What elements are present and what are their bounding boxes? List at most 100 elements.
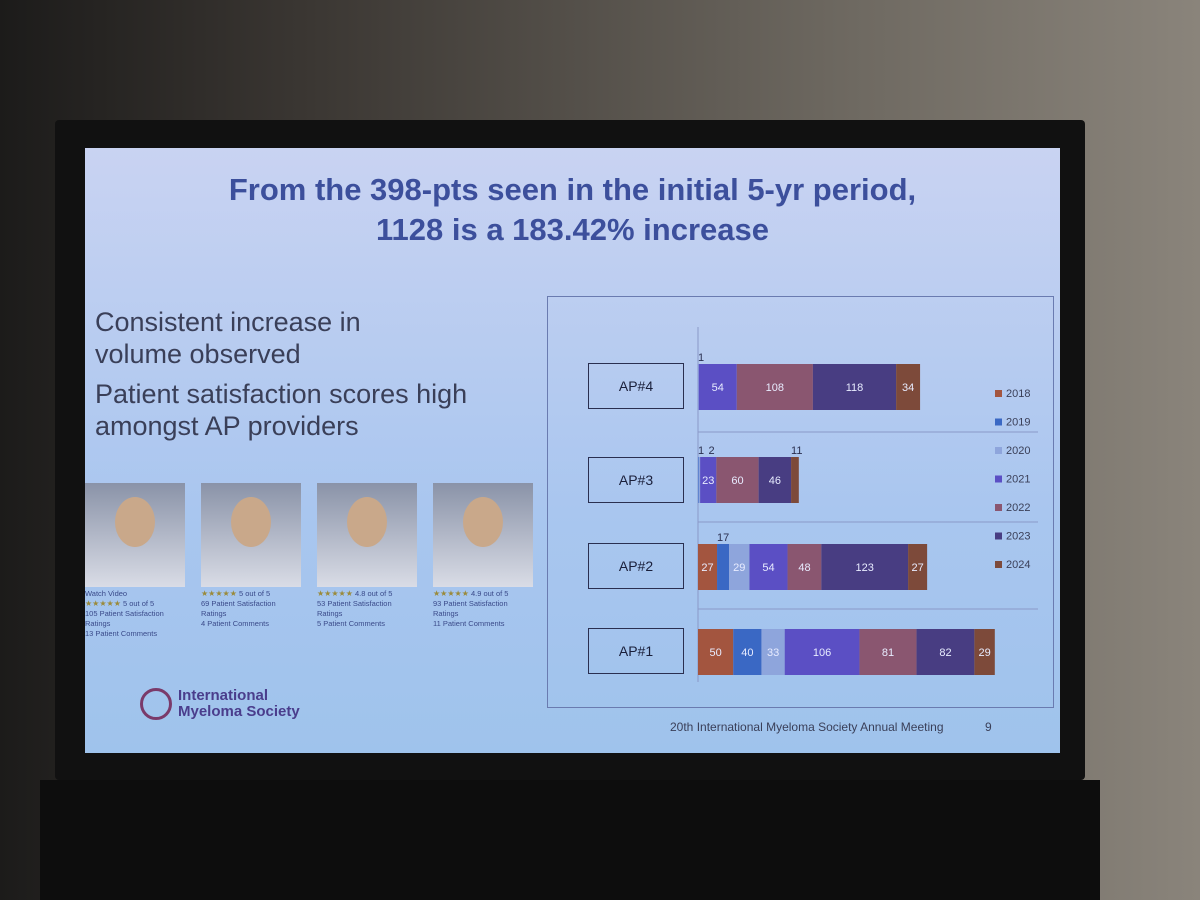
star-rating-icon: ★★★★★: [85, 599, 121, 608]
comments-count: 13 Patient Comments: [85, 629, 158, 638]
bar-segment: [859, 629, 917, 675]
logo-atom-icon: [140, 688, 172, 720]
provider-cards: Watch Video ★★★★★ 5 out of 5 105 Patient S…: [85, 483, 533, 639]
bar-data-label: 2: [709, 445, 715, 457]
category-label: AP#4: [588, 363, 684, 409]
comments-count: 11 Patient Comments: [433, 619, 505, 628]
bullet: Patient satisfaction scores high amongst…: [95, 379, 468, 441]
bar-data-label: 118: [846, 382, 864, 394]
bar-data-label: 27: [911, 562, 923, 574]
ratings-count: 105 Patient Satisfaction Ratings: [85, 609, 164, 628]
bar-segment: [698, 629, 734, 675]
title-line-1: From the 398-pts seen in the initial 5-y…: [228, 172, 917, 207]
bar-data-label: 106: [813, 647, 831, 659]
provider-card: Watch Video ★★★★★ 5 out of 5 105 Patient S…: [85, 483, 185, 639]
bar-data-label: 60: [731, 475, 743, 487]
bar-segment: [698, 364, 737, 410]
bar-segment: [698, 457, 701, 503]
category-label: AP#1: [588, 628, 684, 674]
bar-data-label: 81: [882, 647, 894, 659]
bullet-list: Consistent increase in volume observed P…: [95, 306, 485, 450]
bar-segment: [812, 364, 897, 410]
bar-segment: [784, 629, 860, 675]
category-label: AP#3: [588, 457, 684, 503]
presentation-slide: From the 398-pts seen in the initial 5-y…: [85, 148, 1060, 753]
bar-segment: [749, 544, 788, 590]
bar-segment: [733, 629, 762, 675]
bar-data-label: 46: [769, 475, 781, 487]
comments-count: 5 Patient Comments: [317, 619, 385, 628]
bar-data-label: 27: [701, 562, 713, 574]
bar-data-label: 11: [791, 445, 802, 457]
bar-data-label: 82: [939, 647, 951, 659]
title-line-2: 1128 is a 183.42% increase: [376, 212, 769, 247]
bar-segment: [698, 457, 699, 503]
legend-label: 2022: [1006, 502, 1030, 514]
bar-segment: [761, 629, 785, 675]
bar-segment: [916, 629, 975, 675]
legend-swatch: [995, 390, 1002, 397]
chart-area: AP#4 AP#3 AP#2 AP#1 1 54 108 118 34 1 2 23 60 46 1…: [547, 296, 1054, 708]
provider-photo: [85, 483, 185, 587]
bar-segment: [896, 364, 921, 410]
bar-data-label: 108: [766, 382, 784, 394]
star-rating-icon: ★★★★★: [201, 589, 237, 598]
bar-data-label: 50: [710, 647, 722, 659]
logo-text: International: [178, 687, 269, 704]
provider-photo: [433, 483, 533, 587]
stage-backdrop: [40, 780, 1100, 900]
bar-data-label: 17: [717, 532, 729, 544]
bar-data-label: 29: [978, 647, 990, 659]
legend-swatch: [995, 561, 1002, 568]
bar-segment: [717, 544, 730, 590]
ims-logo: International Myeloma Society: [140, 688, 300, 720]
bullet: Consistent increase in volume observed: [95, 307, 361, 369]
comments-count: 4 Patient Comments: [201, 619, 269, 628]
category-label: AP#2: [588, 543, 684, 589]
rating: 5 out of 5: [238, 589, 271, 598]
ratings-count: 69 Patient Satisfaction Ratings: [201, 599, 276, 618]
bar-segment: [736, 364, 813, 410]
legend-swatch: [995, 418, 1002, 426]
bar-segment: [700, 457, 717, 503]
ratings-count: 53 Patient Satisfaction Ratings: [317, 599, 392, 618]
legend-label: 2019: [1006, 417, 1030, 429]
star-rating-icon: ★★★★★: [317, 589, 353, 598]
bar-data-label: 1: [698, 352, 704, 364]
bar-segment: [758, 457, 792, 503]
bar-data-label: 29: [733, 562, 745, 574]
bar-segment: [974, 629, 995, 675]
bar-segment: [729, 544, 750, 590]
bar-data-label: 23: [702, 475, 714, 487]
provider-photo: [317, 483, 417, 587]
bar-segment: [716, 457, 759, 503]
watch-video-link[interactable]: Watch Video: [85, 589, 128, 598]
bar-segment: [791, 457, 799, 503]
provider-card: ★★★★★ 4.8 out of 5 53 Patient Satisfactio…: [317, 483, 417, 639]
bar-segment: [698, 364, 699, 410]
slide-footer: 20th International Myeloma Society Annua…: [670, 720, 944, 734]
bar-data-label: 48: [798, 562, 810, 574]
legend-swatch: [995, 475, 1002, 483]
rating: 4.9 out of 5: [470, 589, 509, 598]
bar-data-label: 54: [712, 382, 724, 394]
star-rating-icon: ★★★★★: [433, 589, 469, 598]
rating: 5 out of 5: [122, 599, 155, 608]
legend-label: 2023: [1006, 531, 1030, 543]
provider-card: ★★★★★ 4.9 out of 5 93 Patient Satisfactio…: [433, 483, 533, 639]
legend-label: 2021: [1006, 474, 1030, 486]
rating: 4.8 out of 5: [354, 589, 393, 598]
bar-data-label: 1: [698, 445, 704, 457]
bar-data-label: 33: [767, 647, 779, 659]
bar-data-label: 54: [762, 562, 774, 574]
bar-segment: [698, 544, 718, 590]
legend-swatch: [995, 532, 1002, 540]
ratings-count: 93 Patient Satisfaction Ratings: [433, 599, 508, 618]
bar-data-label: 40: [741, 647, 753, 659]
legend-label: 2018: [1006, 388, 1030, 400]
bar-segment: [787, 544, 822, 590]
bar-segment: [821, 544, 909, 590]
legend-label: 2024: [1006, 559, 1030, 571]
bar-data-label: 123: [856, 562, 874, 574]
